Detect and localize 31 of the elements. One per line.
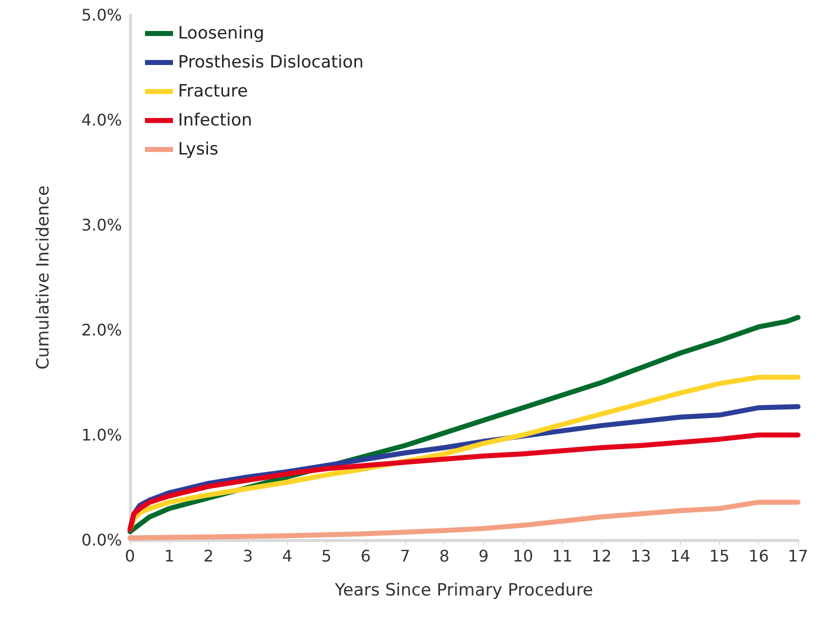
y-axis-title: Cumulative Incidence — [34, 185, 54, 370]
x-tick-label: 7 — [400, 546, 410, 566]
x-tick-label: 10 — [512, 546, 534, 566]
x-tick-label: 16 — [748, 546, 769, 566]
y-tick-label: 0.0% — [81, 530, 122, 550]
x-tick-label: 6 — [360, 546, 371, 566]
legend-label: Fracture — [178, 82, 248, 102]
x-tick-label: 12 — [591, 546, 612, 566]
x-axis-title: Years Since Primary Procedure — [334, 580, 594, 600]
y-tick-label: 3.0% — [81, 216, 122, 234]
y-tick-label: 4.0% — [81, 110, 122, 130]
x-tick-label: 5 — [321, 546, 332, 566]
x-tick-label: 0 — [124, 546, 136, 566]
y-tick-label: 1.0% — [81, 426, 122, 444]
x-tick-label: 11 — [552, 546, 572, 566]
x-tick-label: 9 — [478, 546, 489, 566]
legend-label: Prosthesis Dislocation — [178, 52, 364, 72]
y-tick-label: 2.0% — [81, 320, 122, 340]
legend-label: Infection — [178, 110, 252, 130]
legend-label: Loosening — [178, 24, 264, 44]
x-tick-label: 14 — [670, 546, 690, 566]
x-tick-label: 3 — [242, 546, 253, 566]
x-tick-label: 4 — [282, 546, 292, 566]
x-tick-label: 8 — [439, 546, 450, 566]
x-tick-label: 17 — [788, 546, 808, 566]
x-tick-label: 13 — [630, 546, 652, 566]
y-tick-label: 5.0% — [81, 6, 122, 24]
x-tick-label: 15 — [709, 546, 730, 566]
x-tick-label: 2 — [203, 546, 214, 566]
x-tick-label: 1 — [164, 546, 174, 566]
legend-label: Lysis — [178, 140, 219, 160]
